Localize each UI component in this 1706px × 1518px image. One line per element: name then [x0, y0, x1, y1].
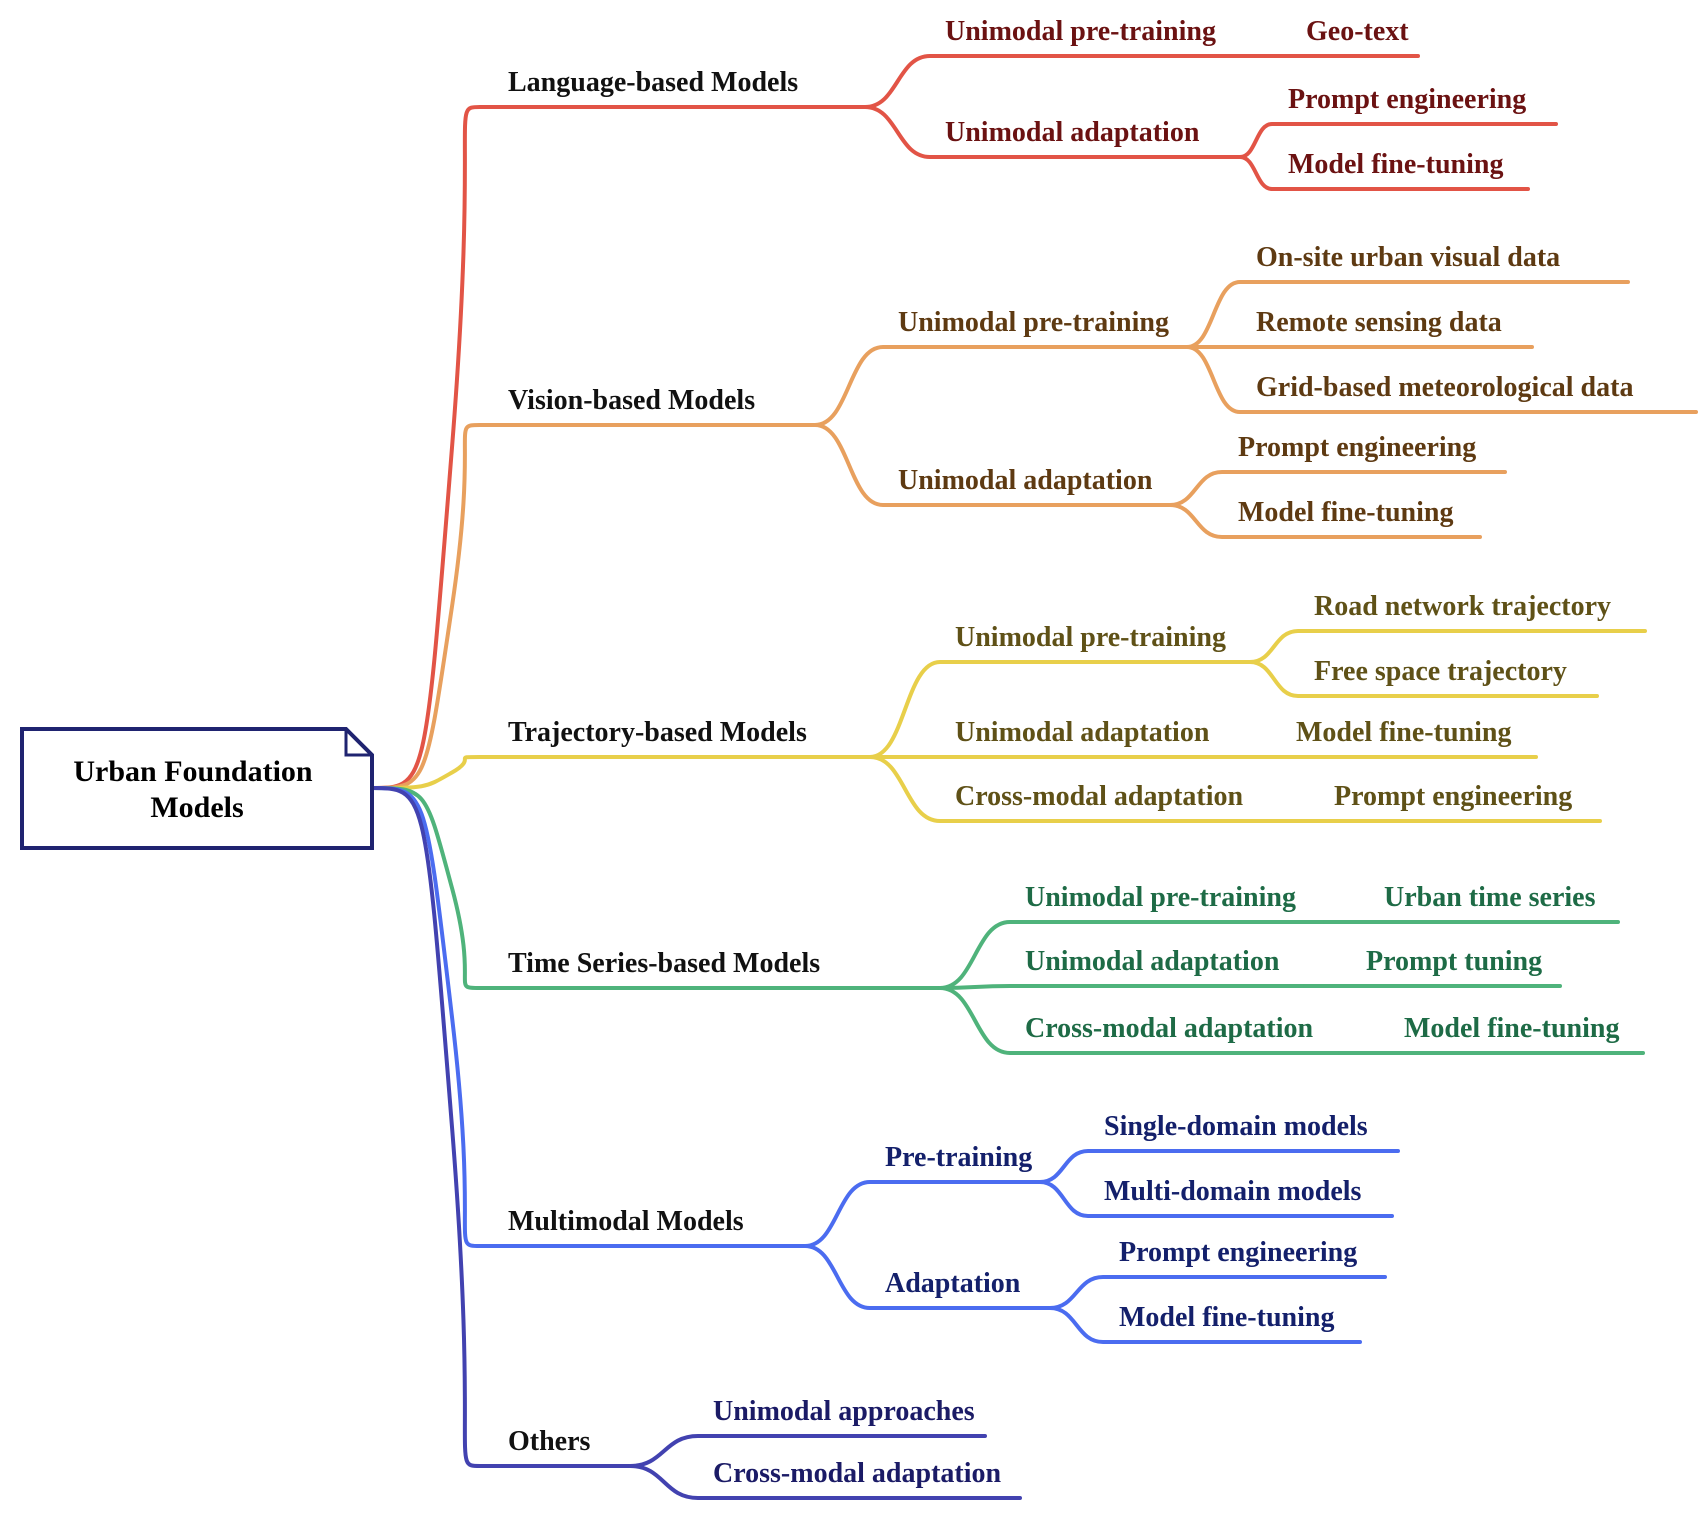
edge-trajectory-based-models-unimodal-pre-training [868, 660, 1252, 759]
branch-label-vision-based-models: Vision-based Models [508, 385, 755, 416]
edge-others-unimodal-approaches [628, 1434, 987, 1468]
labels-layer: Language-based Models Unimodal pre-traini… [508, 16, 1633, 1489]
edge-multimodal-models-adaptation-model-fine-tuning [1048, 1306, 1362, 1344]
edge-vision-based-models-unimodal-pre-training-grid-based-meteorological-data [1185, 345, 1698, 414]
edge-multimodal-models-pre-training [803, 1180, 1042, 1248]
subbranch-label-time-series-based-models-unimodal-pre-training: Unimodal pre-training [1025, 882, 1296, 913]
edge-trajectory-based-models-unimodal-pre-training-road-network-trajectory [1248, 629, 1647, 664]
subbranch-label-multimodal-models-pre-training: Pre-training [885, 1142, 1032, 1173]
subbranch-label-language-based-models-unimodal-adaptation: Unimodal adaptation [945, 117, 1200, 148]
subbranch-label-time-series-based-models-unimodal-adaptation: Unimodal adaptation [1025, 946, 1280, 977]
edge-vision-based-models-unimodal-adaptation-prompt-engineering [1168, 470, 1507, 507]
edge-time-series-based-models-unimodal-adaptation [938, 984, 1307, 990]
branch-label-multimodal-models: Multimodal Models [508, 1206, 744, 1237]
edge-trajectory-based-models-cross-modal-adaptation [868, 755, 1262, 823]
edge-root-to-others [370, 786, 632, 1468]
edge-time-series-based-models-cross-modal-adaptation [938, 986, 1342, 1055]
edge-vision-based-models-unimodal-pre-training [813, 345, 1189, 427]
edge-multimodal-models-adaptation [803, 1244, 1052, 1310]
root-node-box [20, 727, 374, 850]
edge-vision-based-models-unimodal-adaptation [813, 423, 1172, 507]
edge-root-to-multimodal-models [370, 786, 807, 1248]
subbranch-label-trajectory-based-models-cross-modal-adaptation: Cross-modal adaptation [955, 781, 1244, 812]
edge-root-to-time-series-based-models [370, 786, 942, 990]
leaf-label-vision-based-models-unimodal-pre-training-on-site-urban-visual-data: On-site urban visual data [1256, 242, 1560, 273]
branch-label-language-based-models: Language-based Models [508, 67, 798, 98]
leaf-label-vision-based-models-unimodal-pre-training-grid-based-meteorological-data: Grid-based meteorological data [1256, 372, 1633, 403]
leaf-label-trajectory-based-models-unimodal-pre-training-road-network-trajectory: Road network trajectory [1314, 591, 1611, 622]
edge-root-to-trajectory-based-models [370, 755, 872, 790]
branch-label-time-series-based-models: Time Series-based Models [508, 948, 820, 979]
leaf-label-language-based-models-unimodal-adaptation-model-fine-tuning: Model fine-tuning [1288, 149, 1503, 180]
root-node-fold-corner [344, 729, 372, 757]
leaf-label-multimodal-models-pre-training-multi-domain-models: Multi-domain models [1104, 1176, 1362, 1207]
edge-multimodal-models-pre-training-multi-domain-models [1038, 1180, 1394, 1218]
edge-vision-based-models-unimodal-pre-training-on-site-urban-visual-data [1185, 280, 1630, 349]
leaf-label-language-based-models-unimodal-adaptation-prompt-engineering: Prompt engineering [1288, 84, 1526, 115]
root-title-line-2: Models [150, 791, 243, 824]
subbranch-label-trajectory-based-models-unimodal-adaptation: Unimodal adaptation [955, 717, 1210, 748]
branch-label-trajectory-based-models: Trajectory-based Models [508, 717, 807, 748]
edges-layer [370, 54, 1698, 1500]
leaf-label-vision-based-models-unimodal-adaptation-prompt-engineering: Prompt engineering [1238, 432, 1476, 463]
edge-vision-based-models-unimodal-adaptation-model-fine-tuning [1168, 503, 1482, 539]
subbranch-label-others-unimodal-approaches: Unimodal approaches [713, 1396, 975, 1427]
edge-language-based-models-unimodal-adaptation-model-fine-tuning [1238, 155, 1530, 191]
leaf-label-time-series-based-models-unimodal-pre-training-urban-time-series: Urban time series [1384, 882, 1596, 913]
subbranch-label-others-cross-modal-adaptation: Cross-modal adaptation [713, 1458, 1002, 1489]
root-node: Urban Foundation Models [20, 727, 374, 850]
edge-multimodal-models-adaptation-prompt-engineering [1048, 1275, 1387, 1310]
leaf-label-time-series-based-models-cross-modal-adaptation-model-fine-tuning: Model fine-tuning [1404, 1013, 1619, 1044]
root-title-line-1: Urban Foundation [73, 755, 313, 788]
leaf-label-vision-based-models-unimodal-pre-training-remote-sensing-data: Remote sensing data [1256, 307, 1502, 338]
leaf-label-multimodal-models-pre-training-single-domain-models: Single-domain models [1104, 1111, 1368, 1142]
subbranch-label-vision-based-models-unimodal-pre-training: Unimodal pre-training [898, 307, 1169, 338]
subbranch-label-vision-based-models-unimodal-adaptation: Unimodal adaptation [898, 465, 1153, 496]
leaf-label-time-series-based-models-unimodal-adaptation-prompt-tuning: Prompt tuning [1366, 946, 1542, 977]
leaf-label-trajectory-based-models-cross-modal-adaptation-prompt-engineering: Prompt engineering [1334, 781, 1572, 812]
edge-trajectory-based-models-unimodal-pre-training-free-space-trajectory [1248, 660, 1599, 698]
leaf-label-multimodal-models-adaptation-model-fine-tuning: Model fine-tuning [1119, 1302, 1334, 1333]
leaf-label-vision-based-models-unimodal-adaptation-model-fine-tuning: Model fine-tuning [1238, 497, 1453, 528]
edge-root-to-vision-based-models [370, 423, 817, 790]
subbranch-label-language-based-models-unimodal-pre-training: Unimodal pre-training [945, 16, 1216, 47]
edge-time-series-based-models-unimodal-pre-training [938, 920, 1327, 990]
leaf-label-trajectory-based-models-unimodal-adaptation-model-fine-tuning: Model fine-tuning [1296, 717, 1511, 748]
subbranch-label-time-series-based-models-cross-modal-adaptation: Cross-modal adaptation [1025, 1013, 1314, 1044]
leaf-label-trajectory-based-models-unimodal-pre-training-free-space-trajectory: Free space trajectory [1314, 656, 1567, 687]
edge-root-to-language-based-models [370, 105, 867, 790]
edge-others-cross-modal-adaptation [628, 1464, 1022, 1500]
leaf-label-language-based-models-unimodal-pre-training-geo-text: Geo-text [1306, 16, 1409, 47]
edge-multimodal-models-pre-training-single-domain-models [1038, 1149, 1400, 1184]
subbranch-label-trajectory-based-models-unimodal-pre-training: Unimodal pre-training [955, 622, 1226, 653]
edge-language-based-models-unimodal-adaptation-prompt-engineering [1238, 122, 1558, 159]
leaf-label-multimodal-models-adaptation-prompt-engineering: Prompt engineering [1119, 1237, 1357, 1268]
edge-language-based-models-unimodal-adaptation [863, 105, 1242, 159]
branch-label-others: Others [508, 1426, 591, 1457]
subbranch-label-multimodal-models-adaptation: Adaptation [885, 1268, 1021, 1299]
edge-language-based-models-unimodal-pre-training [863, 54, 1232, 109]
